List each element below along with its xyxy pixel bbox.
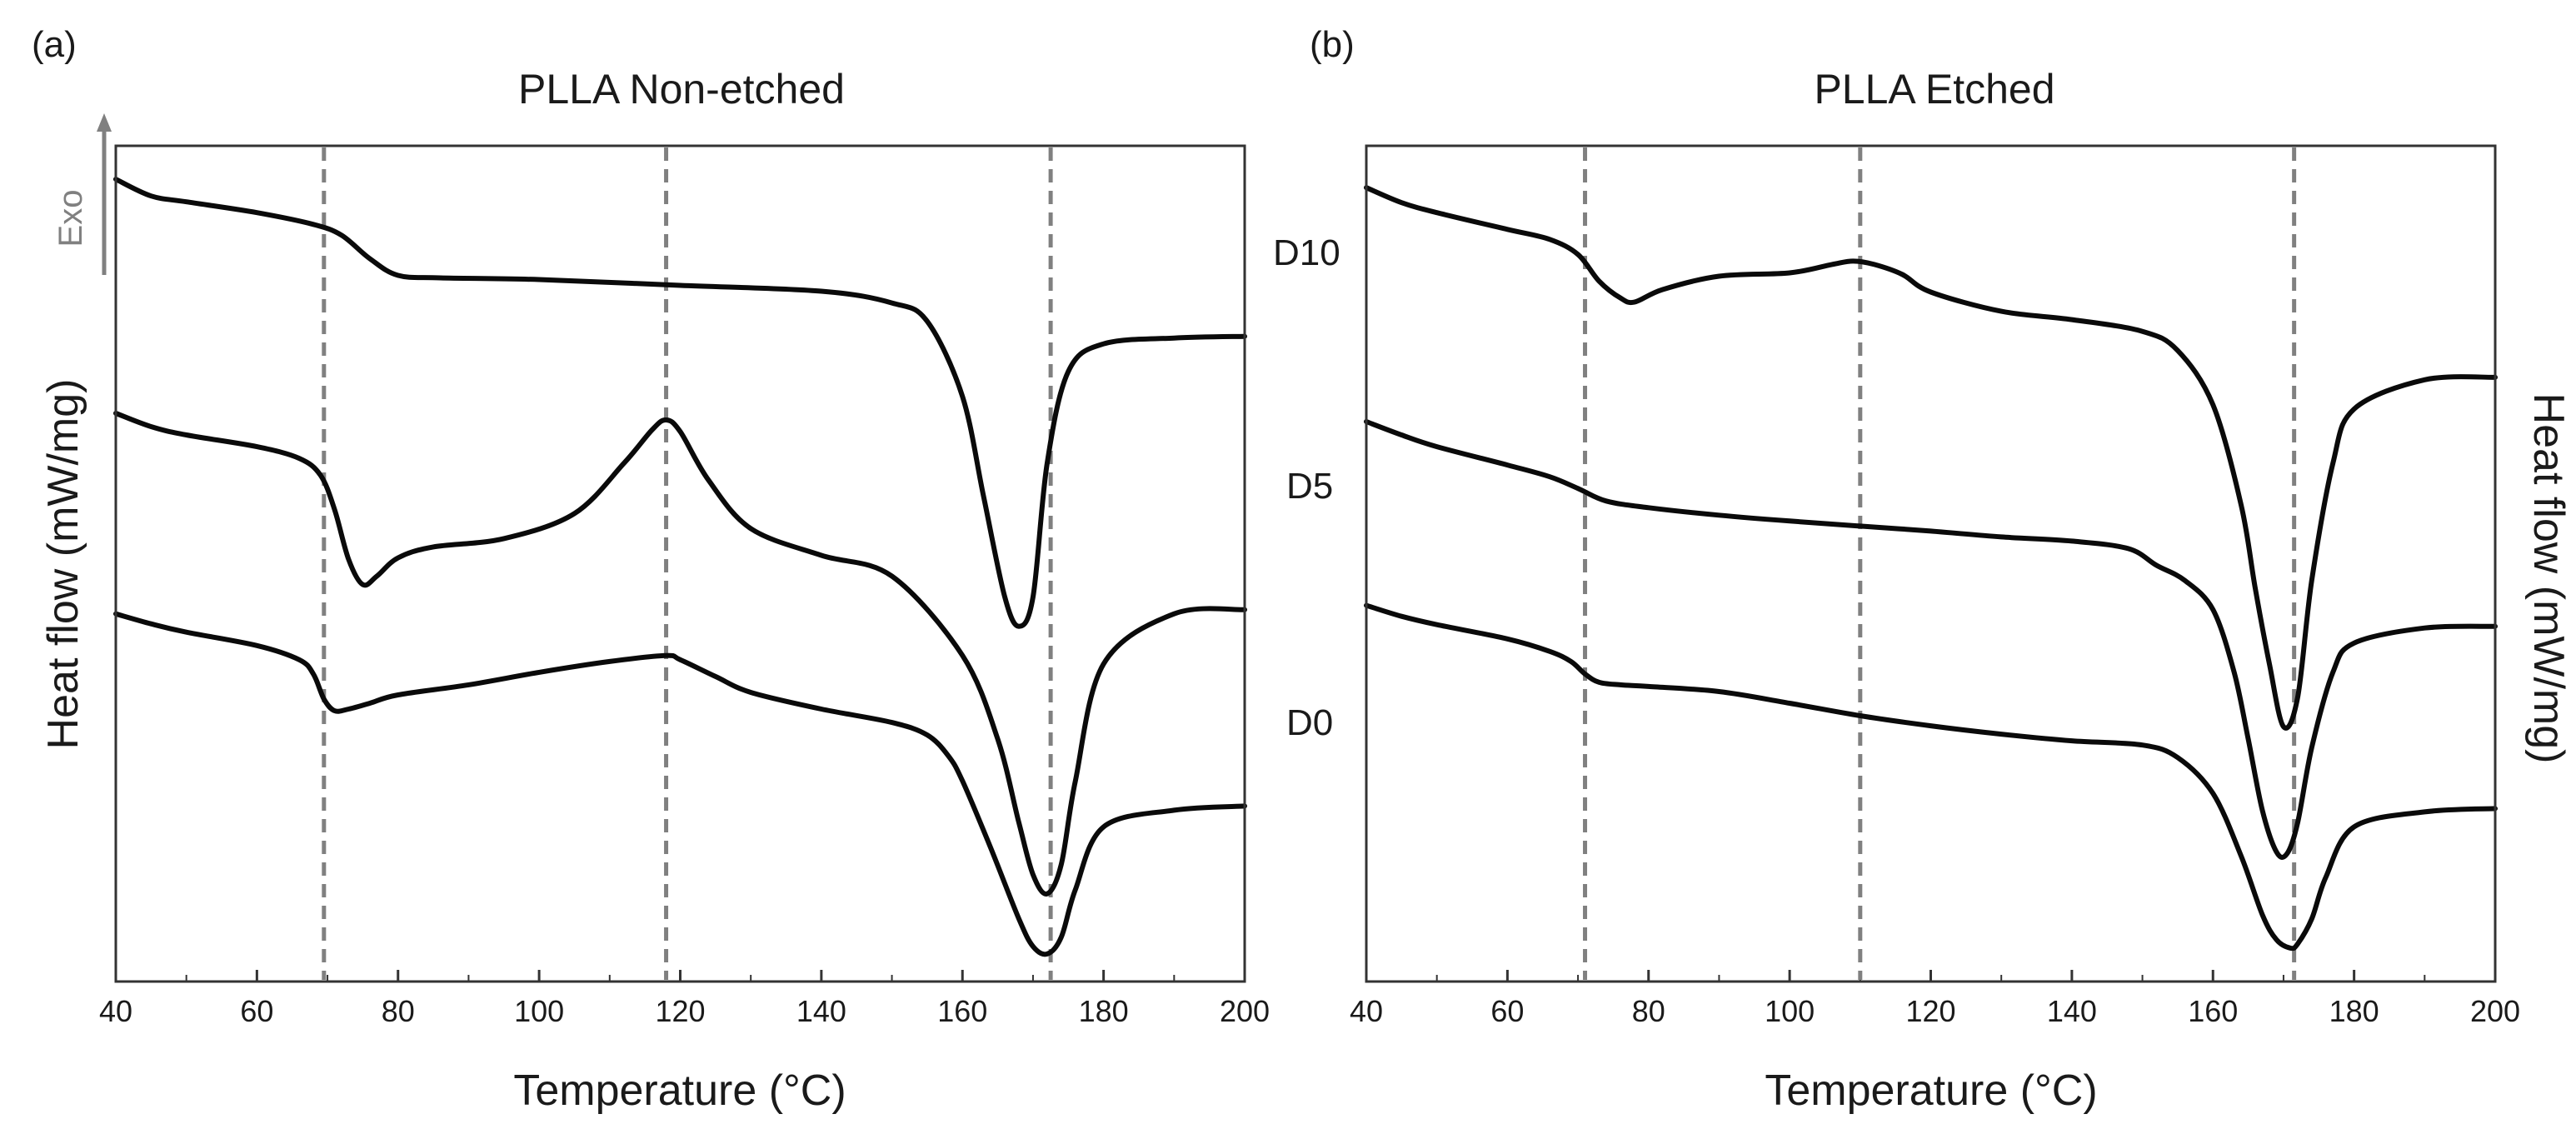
exo-label: Exo <box>52 190 89 247</box>
x-tick-label: 200 <box>1220 994 1270 1028</box>
x-tick-label: 120 <box>655 994 705 1028</box>
curve-label-d0: D0 <box>1286 702 1333 743</box>
panel-a: (a) PLLA Non-etched 40 60 80 100 120 140 160 18… <box>32 24 1270 1115</box>
x-tick-label: 100 <box>1765 994 1815 1028</box>
panel-a-y-axis-title: Heat flow (mW/mg) <box>39 379 87 750</box>
panel-b-ticks <box>1365 970 2497 982</box>
panel-b-x-axis-title: Temperature (°C) <box>1765 1067 2097 1115</box>
dsc-curve-d10 <box>1364 185 2498 731</box>
panel-b-reference-lines <box>1583 147 2297 980</box>
dsc-curve-bottom <box>113 611 1247 957</box>
curve-label-d5: D5 <box>1286 466 1333 507</box>
panel-a-x-axis-title: Temperature (°C) <box>513 1067 846 1115</box>
x-tick-label: 40 <box>1350 994 1383 1028</box>
panel-a-reference-lines <box>322 147 1053 980</box>
x-tick-label: 160 <box>2188 994 2238 1028</box>
x-tick-label: 120 <box>1905 994 1955 1028</box>
dsc-curve-d5 <box>1364 419 2498 860</box>
panel-a-title: PLLA Non-etched <box>518 66 845 112</box>
x-tick-label: 180 <box>2329 994 2379 1028</box>
panel-b-letter: (b) <box>1310 24 1355 65</box>
panel-b: (b) PLLA Etched 40 60 80 100 120 140 160 180 200… <box>1273 24 2573 1115</box>
dsc-curve-d0 <box>1364 602 2498 952</box>
x-tick-label: 160 <box>937 994 987 1028</box>
x-tick-label: 100 <box>514 994 564 1028</box>
x-tick-label: 60 <box>240 994 273 1028</box>
panel-b-plot-frame <box>1365 144 2497 983</box>
x-tick-label: 60 <box>1490 994 1524 1028</box>
panel-a-letter: (a) <box>32 24 77 65</box>
panel-a-tick-labels: 40 60 80 100 120 140 160 180 200 <box>99 994 1270 1028</box>
exo-arrow-head-icon <box>97 113 112 132</box>
curve-label-d10: D10 <box>1273 232 1340 273</box>
x-tick-label: 80 <box>1632 994 1665 1028</box>
x-tick-label: 180 <box>1079 994 1129 1028</box>
panel-b-y-axis-title: Heat flow (mW/mg) <box>2524 393 2573 764</box>
panel-b-tick-labels: 40 60 80 100 120 140 160 180 200 <box>1350 994 2520 1028</box>
panel-b-title: PLLA Etched <box>1814 66 2054 112</box>
panel-b-curves <box>1364 185 2498 952</box>
x-tick-label: 80 <box>382 994 415 1028</box>
x-tick-label: 140 <box>796 994 846 1028</box>
x-tick-label: 200 <box>2470 994 2520 1028</box>
dsc-curve-top <box>113 177 1247 629</box>
x-tick-label: 40 <box>99 994 132 1028</box>
x-tick-label: 140 <box>2047 994 2097 1028</box>
panel-a-curves <box>113 177 1247 957</box>
panel-a-ticks <box>114 970 1246 982</box>
panel-a-plot-frame <box>114 144 1246 983</box>
dsc-curve-middle <box>113 411 1247 897</box>
